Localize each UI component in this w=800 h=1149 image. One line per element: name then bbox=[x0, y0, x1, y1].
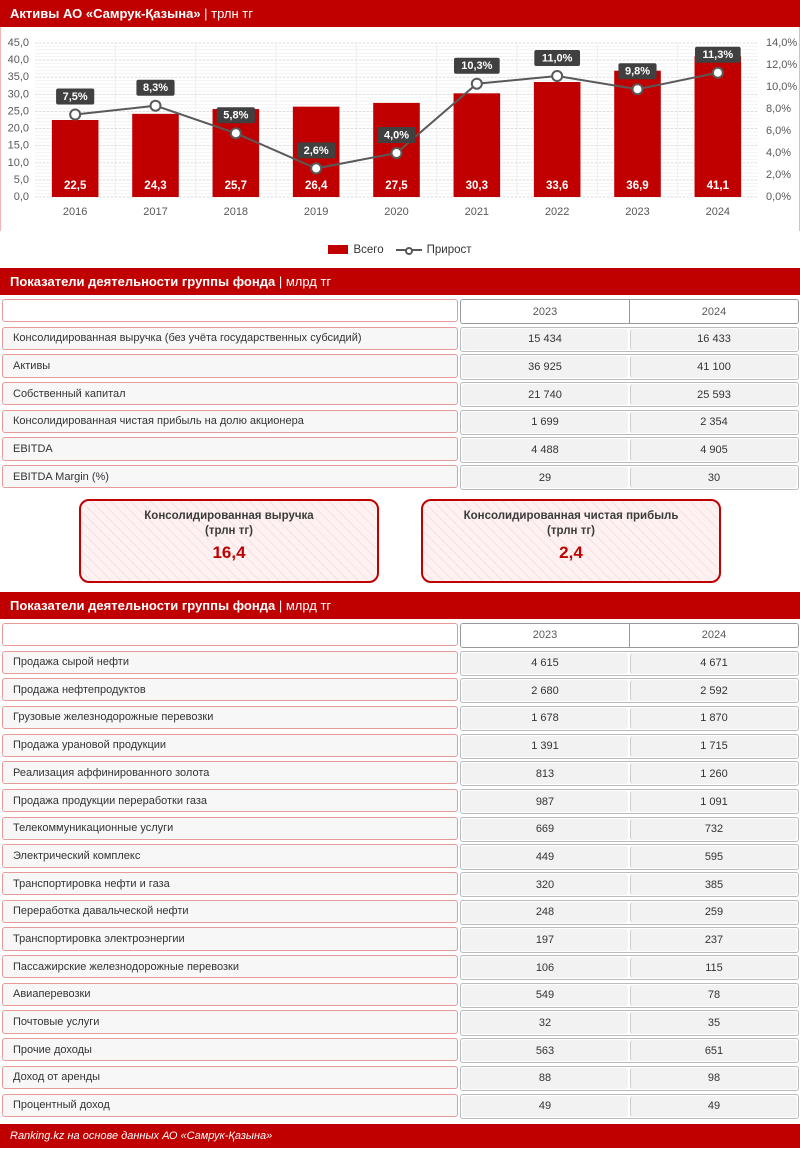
svg-text:2024: 2024 bbox=[706, 206, 730, 218]
svg-text:22,5: 22,5 bbox=[64, 180, 87, 192]
svg-text:30,3: 30,3 bbox=[466, 180, 488, 192]
svg-text:2022: 2022 bbox=[545, 206, 569, 218]
svg-text:11,3%: 11,3% bbox=[703, 49, 734, 61]
svg-text:2021: 2021 bbox=[465, 206, 489, 218]
svg-text:20,0: 20,0 bbox=[8, 123, 29, 135]
svg-text:25,0: 25,0 bbox=[8, 105, 29, 117]
svg-text:10,0: 10,0 bbox=[8, 157, 29, 169]
svg-text:26,4: 26,4 bbox=[305, 180, 328, 192]
svg-text:0,0%: 0,0% bbox=[766, 191, 791, 203]
svg-text:14,0%: 14,0% bbox=[766, 37, 797, 49]
svg-text:4,0%: 4,0% bbox=[384, 130, 409, 142]
svg-text:2,6%: 2,6% bbox=[304, 145, 329, 157]
svg-text:12,0%: 12,0% bbox=[766, 59, 797, 71]
svg-text:45,0: 45,0 bbox=[8, 37, 29, 49]
svg-text:27,5: 27,5 bbox=[385, 180, 408, 192]
svg-text:7,5%: 7,5% bbox=[63, 91, 88, 103]
svg-text:41,1: 41,1 bbox=[707, 180, 730, 192]
svg-text:8,0%: 8,0% bbox=[766, 103, 791, 115]
svg-text:35,0: 35,0 bbox=[8, 71, 29, 83]
svg-text:0,0: 0,0 bbox=[14, 191, 29, 203]
svg-text:6,0%: 6,0% bbox=[766, 125, 791, 137]
svg-text:2019: 2019 bbox=[304, 206, 328, 218]
svg-text:2,0%: 2,0% bbox=[766, 169, 791, 181]
svg-text:5,0: 5,0 bbox=[14, 174, 29, 186]
svg-text:2016: 2016 bbox=[63, 206, 87, 218]
svg-text:8,3%: 8,3% bbox=[143, 82, 168, 94]
svg-text:25,7: 25,7 bbox=[225, 180, 247, 192]
svg-text:2020: 2020 bbox=[384, 206, 408, 218]
svg-text:2018: 2018 bbox=[224, 206, 248, 218]
svg-text:33,6: 33,6 bbox=[546, 180, 568, 192]
svg-text:36,9: 36,9 bbox=[626, 180, 648, 192]
svg-text:30,0: 30,0 bbox=[8, 88, 29, 100]
svg-text:24,3: 24,3 bbox=[144, 180, 166, 192]
svg-text:10,0%: 10,0% bbox=[766, 81, 797, 93]
svg-text:15,0: 15,0 bbox=[8, 140, 29, 152]
svg-text:2023: 2023 bbox=[625, 206, 649, 218]
svg-text:4,0%: 4,0% bbox=[766, 147, 791, 159]
svg-text:2017: 2017 bbox=[143, 206, 167, 218]
svg-text:40,0: 40,0 bbox=[8, 54, 29, 66]
svg-text:11,0%: 11,0% bbox=[542, 53, 573, 65]
svg-text:9,8%: 9,8% bbox=[625, 66, 650, 78]
svg-text:5,8%: 5,8% bbox=[223, 110, 248, 122]
svg-text:10,3%: 10,3% bbox=[461, 60, 492, 72]
